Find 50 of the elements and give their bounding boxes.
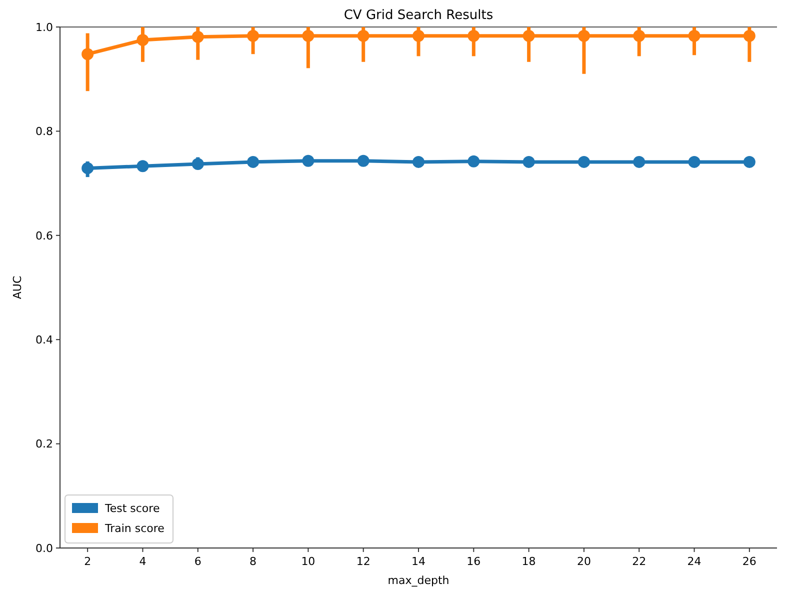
x-tick-label: 12 [356,555,370,568]
x-tick-label: 26 [742,555,756,568]
point [192,158,204,170]
y-tick-label: 0.8 [36,125,53,138]
x-tick-label: 24 [687,555,702,568]
point [192,30,204,43]
point [578,156,590,168]
x-tick-label: 16 [466,555,481,568]
point [82,162,94,174]
x-tick-label: 8 [250,555,257,568]
point [633,30,646,42]
point [468,155,480,168]
x-tick-label: 22 [632,555,646,568]
y-tick-label: 0.0 [36,542,53,555]
point [82,48,94,60]
legend-label: Train score [104,522,165,535]
x-axis-title: max_depth [388,574,450,587]
point [743,30,756,42]
point [412,30,424,42]
point [468,30,480,42]
point [522,30,535,42]
point [578,30,590,42]
x-tick-label: 4 [139,555,146,568]
x-tick-label: 6 [194,555,202,568]
y-tick-label: 1.0 [36,20,53,34]
point [688,156,700,168]
chart-title: CV Grid Search Results [344,8,494,23]
point [633,156,646,168]
y-tick-label: 0.6 [36,229,53,242]
point [743,156,756,168]
y-axis-title: AUC [11,276,24,300]
point [302,30,314,42]
point [357,30,370,42]
point [136,160,149,172]
point [302,154,314,167]
y-tick-label: 0.4 [36,333,53,346]
point [522,156,535,168]
x-tick-label: 2 [84,555,92,568]
point [412,156,424,168]
point [136,34,149,46]
x-tick-label: 14 [412,555,426,568]
x-tick-label: 10 [301,555,316,568]
x-tick-label: 18 [522,555,536,568]
point [357,154,370,167]
x-tick-label: 20 [576,555,591,568]
point [247,156,260,168]
legend-label: Test score [104,502,160,515]
y-tick-label: 0.2 [36,438,53,451]
point [688,30,700,42]
point [247,30,260,42]
